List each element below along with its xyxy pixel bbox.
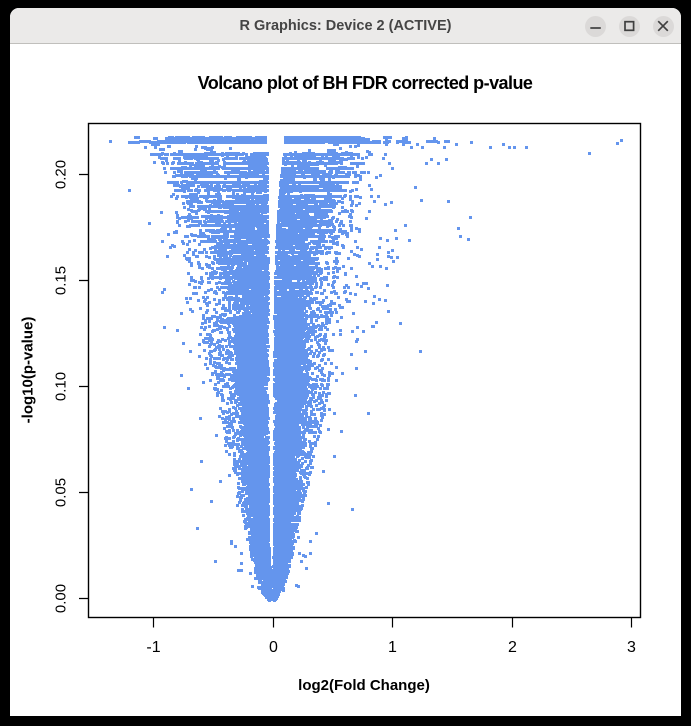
svg-text:0.05: 0.05 — [53, 478, 70, 507]
svg-text:0.00: 0.00 — [53, 584, 70, 613]
svg-text:log2(Fold Change): log2(Fold Change) — [298, 677, 430, 694]
svg-text:2: 2 — [508, 639, 517, 656]
svg-text:-log10(p-value): -log10(p-value) — [20, 317, 37, 424]
svg-text:Volcano plot of BH FDR correct: Volcano plot of BH FDR corrected p-value — [198, 73, 533, 93]
svg-text:0: 0 — [269, 639, 278, 656]
svg-text:0.10: 0.10 — [53, 372, 70, 401]
svg-text:-1: -1 — [146, 639, 160, 656]
svg-text:3: 3 — [627, 639, 636, 656]
svg-text:1: 1 — [388, 639, 397, 656]
svg-text:0.15: 0.15 — [53, 266, 70, 295]
svg-text:0.20: 0.20 — [53, 160, 70, 189]
